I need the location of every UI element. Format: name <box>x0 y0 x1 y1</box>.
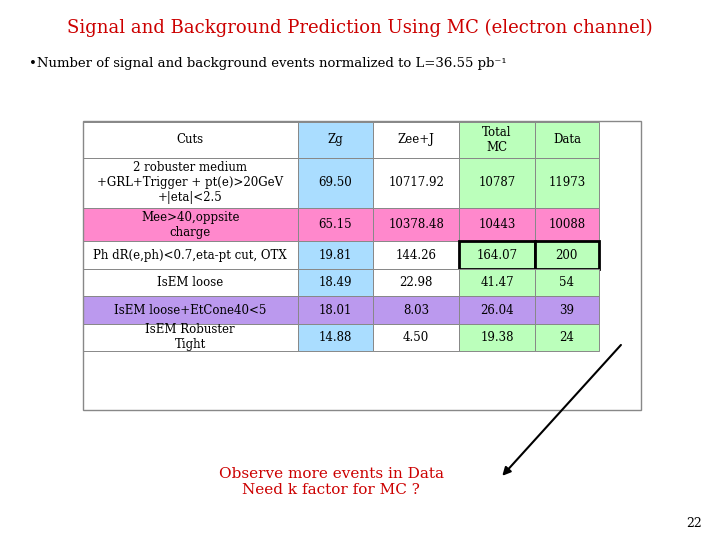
Text: 18.01: 18.01 <box>319 303 352 316</box>
Text: 200: 200 <box>556 248 578 261</box>
Bar <box>83 324 297 351</box>
Text: Mee>40,oppsite
charge: Mee>40,oppsite charge <box>141 211 240 239</box>
Text: Signal and Background Prediction Using MC (electron channel): Signal and Background Prediction Using M… <box>67 19 653 37</box>
Bar <box>297 296 373 324</box>
Text: IsEM Robuster
Tight: IsEM Robuster Tight <box>145 323 235 352</box>
Text: 10378.48: 10378.48 <box>388 218 444 231</box>
Bar <box>373 241 459 269</box>
Text: 26.04: 26.04 <box>480 303 514 316</box>
Text: 10787: 10787 <box>479 177 516 190</box>
Text: 14.88: 14.88 <box>319 331 352 344</box>
Text: 65.15: 65.15 <box>318 218 352 231</box>
Text: 69.50: 69.50 <box>318 177 352 190</box>
Bar <box>83 158 297 208</box>
Bar <box>83 122 297 158</box>
Text: •Number of signal and background events normalized to L=36.55 pb⁻¹: •Number of signal and background events … <box>29 57 506 70</box>
Text: Data: Data <box>553 133 581 146</box>
Bar <box>373 269 459 296</box>
Bar <box>459 241 535 269</box>
Bar <box>535 324 599 351</box>
Bar <box>297 158 373 208</box>
Bar <box>535 296 599 324</box>
Text: Observe more events in Data
Need k factor for MC ?: Observe more events in Data Need k facto… <box>219 467 444 497</box>
Text: 39: 39 <box>559 303 575 316</box>
Text: 10443: 10443 <box>478 218 516 231</box>
Text: 19.81: 19.81 <box>319 248 352 261</box>
Text: Zee+J: Zee+J <box>397 133 435 146</box>
Bar <box>297 122 373 158</box>
Bar <box>373 296 459 324</box>
Text: Cuts: Cuts <box>176 133 204 146</box>
Bar <box>373 208 459 241</box>
Text: Zg: Zg <box>328 133 343 146</box>
Bar <box>459 208 535 241</box>
Text: 11973: 11973 <box>548 177 585 190</box>
Text: Total
MC: Total MC <box>482 126 512 153</box>
Bar <box>535 241 599 269</box>
Bar <box>83 122 641 410</box>
Bar <box>535 208 599 241</box>
Text: 54: 54 <box>559 276 575 289</box>
Text: 8.03: 8.03 <box>403 303 429 316</box>
Text: 24: 24 <box>559 331 575 344</box>
Text: 164.07: 164.07 <box>477 248 518 261</box>
Text: 2 robuster medium
+GRL+Trigger + pt(e)>20GeV
+|eta|<2.5: 2 robuster medium +GRL+Trigger + pt(e)>2… <box>97 161 283 205</box>
Bar <box>373 324 459 351</box>
Bar <box>297 269 373 296</box>
Text: 18.49: 18.49 <box>318 276 352 289</box>
Bar <box>535 158 599 208</box>
Bar <box>459 241 535 269</box>
Text: 10088: 10088 <box>549 218 585 231</box>
Bar <box>83 241 297 269</box>
Bar <box>459 324 535 351</box>
Text: 22: 22 <box>686 517 702 530</box>
Bar <box>373 158 459 208</box>
Text: 144.26: 144.26 <box>396 248 437 261</box>
Bar <box>297 241 373 269</box>
Bar <box>83 208 297 241</box>
Text: IsEM loose+EtCone40<5: IsEM loose+EtCone40<5 <box>114 303 266 316</box>
Bar <box>535 269 599 296</box>
Bar <box>83 269 297 296</box>
Bar <box>535 122 599 158</box>
Bar <box>459 122 535 158</box>
Bar <box>297 208 373 241</box>
Bar <box>459 158 535 208</box>
Bar <box>83 296 297 324</box>
Text: IsEM loose: IsEM loose <box>157 276 223 289</box>
Bar <box>459 269 535 296</box>
Bar <box>459 296 535 324</box>
Bar <box>373 122 459 158</box>
Bar <box>535 241 599 269</box>
Text: 22.98: 22.98 <box>400 276 433 289</box>
Bar <box>297 324 373 351</box>
Text: 10717.92: 10717.92 <box>388 177 444 190</box>
Text: 41.47: 41.47 <box>480 276 514 289</box>
Text: 19.38: 19.38 <box>480 331 514 344</box>
Text: 4.50: 4.50 <box>403 331 429 344</box>
Text: Ph dR(e,ph)<0.7,eta-pt cut, OTX: Ph dR(e,ph)<0.7,eta-pt cut, OTX <box>94 248 287 261</box>
